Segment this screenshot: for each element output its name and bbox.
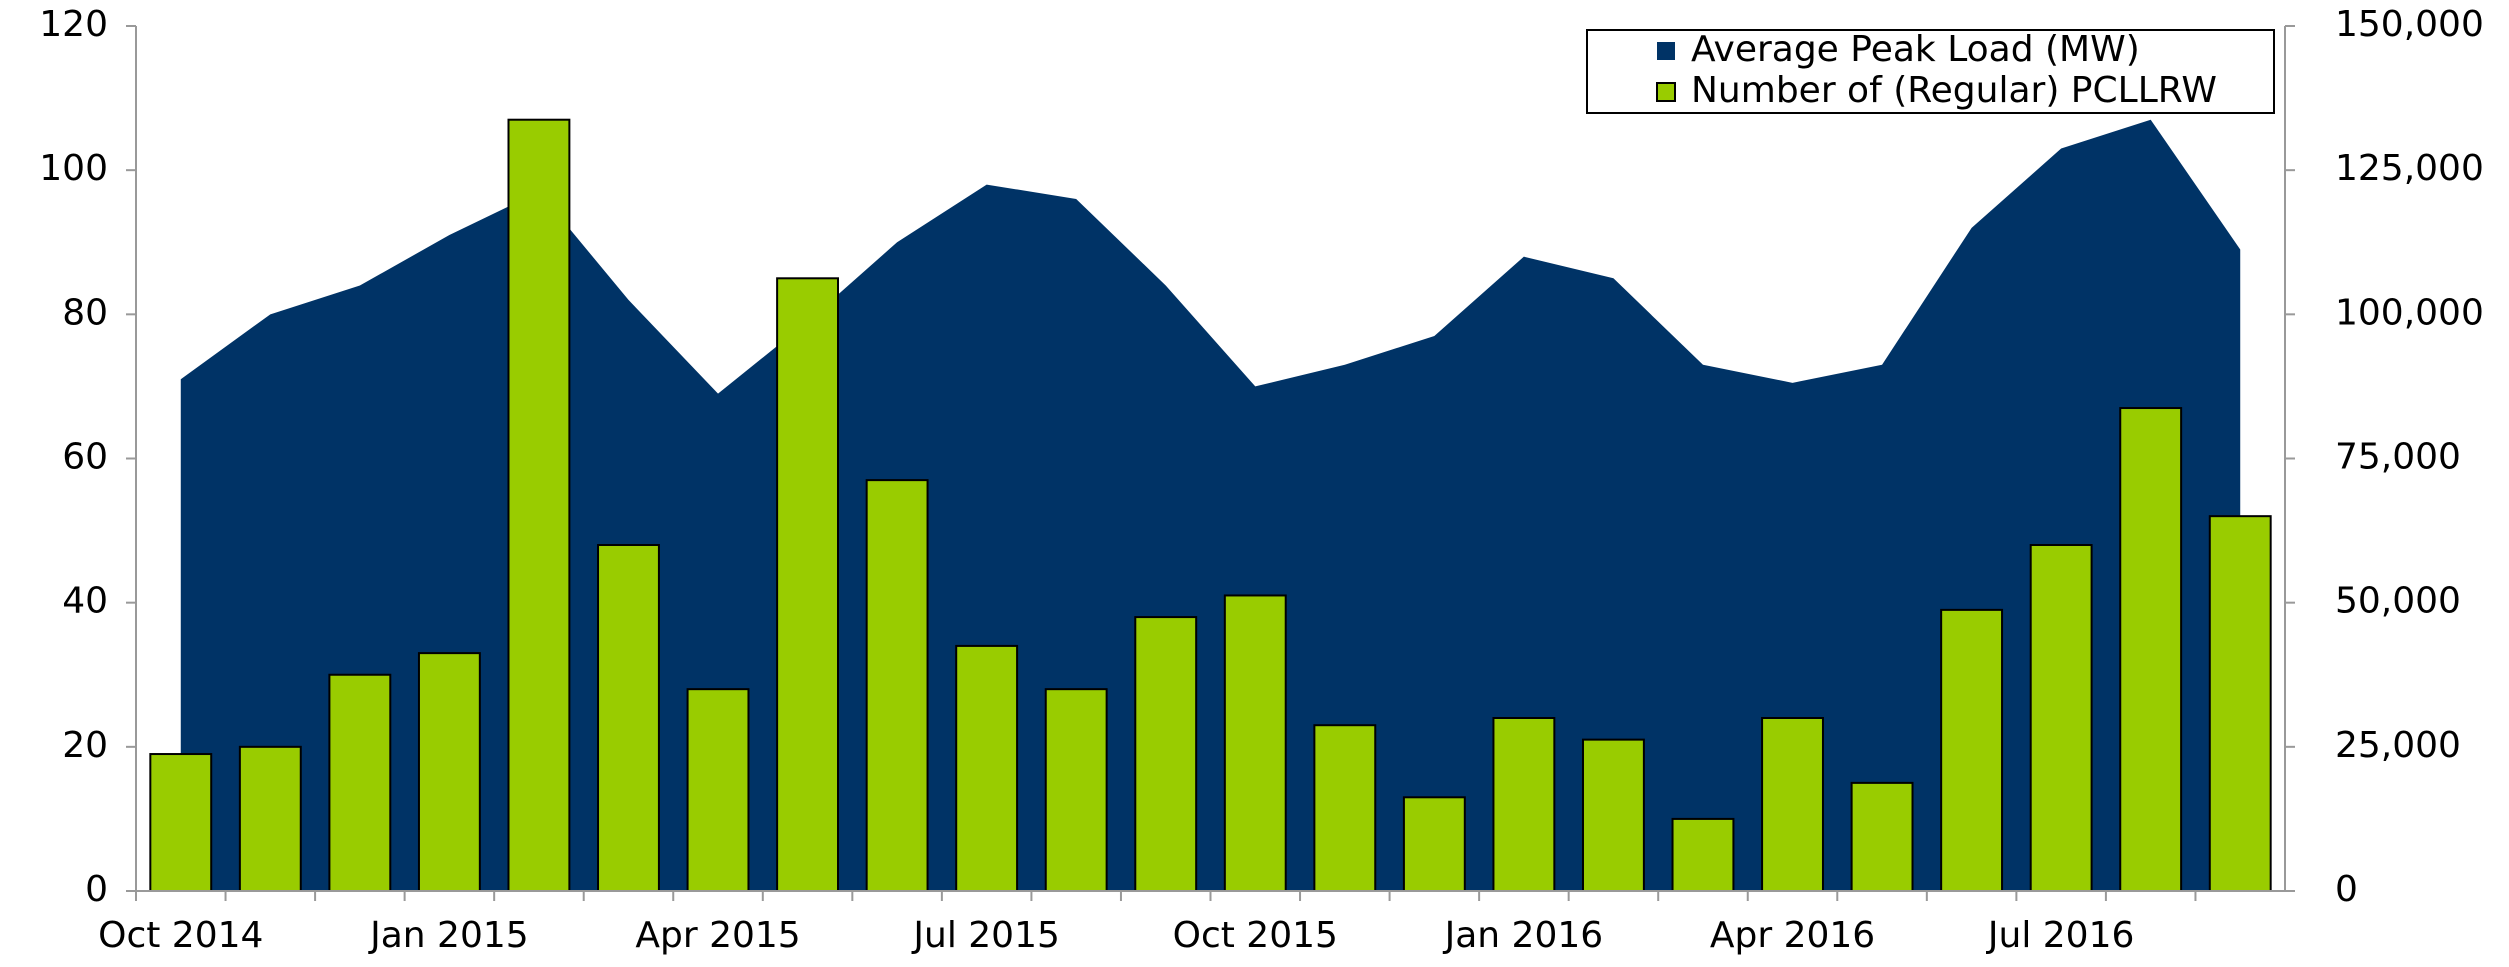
y-tick-label: 100	[39, 148, 108, 189]
y2-tick-label: 125,000	[2335, 148, 2484, 189]
area	[180, 119, 2241, 892]
bar	[686, 688, 750, 893]
bar	[1850, 781, 1914, 892]
y-tick-label: 120	[39, 4, 108, 45]
legend-label: Number of (Regular) PCLLRW	[1691, 70, 2217, 111]
bar	[1223, 594, 1287, 892]
legend-label: Average Peak Load (MW)	[1691, 29, 2140, 70]
bar	[1134, 616, 1198, 892]
y2-tick-label: 75,000	[2335, 437, 2461, 478]
bar	[507, 118, 571, 893]
x-tick-label: Oct 2015	[1173, 915, 1338, 956]
y2-tick-label: 150,000	[2335, 4, 2484, 45]
bar	[776, 277, 840, 892]
bar	[597, 544, 660, 892]
bar	[1671, 817, 1735, 893]
y-tick-label: 20	[62, 725, 108, 766]
x-tick-label: Apr 2016	[1710, 915, 1875, 956]
legend	[1586, 29, 2275, 114]
bar	[1492, 717, 1556, 892]
bar	[1581, 738, 1645, 892]
bar	[1940, 608, 2004, 892]
y-tick-label: 80	[62, 292, 108, 333]
bar	[1761, 717, 1824, 892]
y2-tick-label: 25,000	[2335, 725, 2461, 766]
bar	[149, 753, 213, 893]
legend-swatch	[1656, 82, 1676, 102]
y-tick-label: 60	[62, 437, 108, 478]
x-tick-label: Jul 2016	[1986, 915, 2135, 956]
plot	[149, 118, 2272, 893]
bar	[417, 652, 481, 892]
legend-swatch	[1657, 42, 1675, 60]
bar	[865, 479, 929, 892]
bar	[955, 644, 1019, 893]
y2-tick-label: 0	[2335, 869, 2358, 910]
bar	[2208, 515, 2272, 893]
bar	[1044, 688, 1108, 893]
y2-tick-label: 50,000	[2335, 581, 2461, 622]
bar	[1313, 724, 1377, 892]
y-tick-label: 40	[62, 581, 108, 622]
y2-tick-label: 100,000	[2335, 292, 2484, 333]
x-tick-label: Jan 2016	[1443, 915, 1604, 956]
y-tick-label: 0	[85, 869, 108, 910]
bar	[1402, 796, 1466, 893]
x-tick-label: Jul 2015	[911, 915, 1060, 956]
x-tick-label: Jan 2015	[368, 915, 529, 956]
bar	[328, 673, 392, 892]
bar	[2029, 544, 2093, 892]
x-tick-label: Oct 2014	[98, 915, 263, 956]
x-tick-label: Apr 2015	[635, 915, 800, 956]
bar	[2119, 407, 2183, 892]
bar	[238, 745, 302, 892]
